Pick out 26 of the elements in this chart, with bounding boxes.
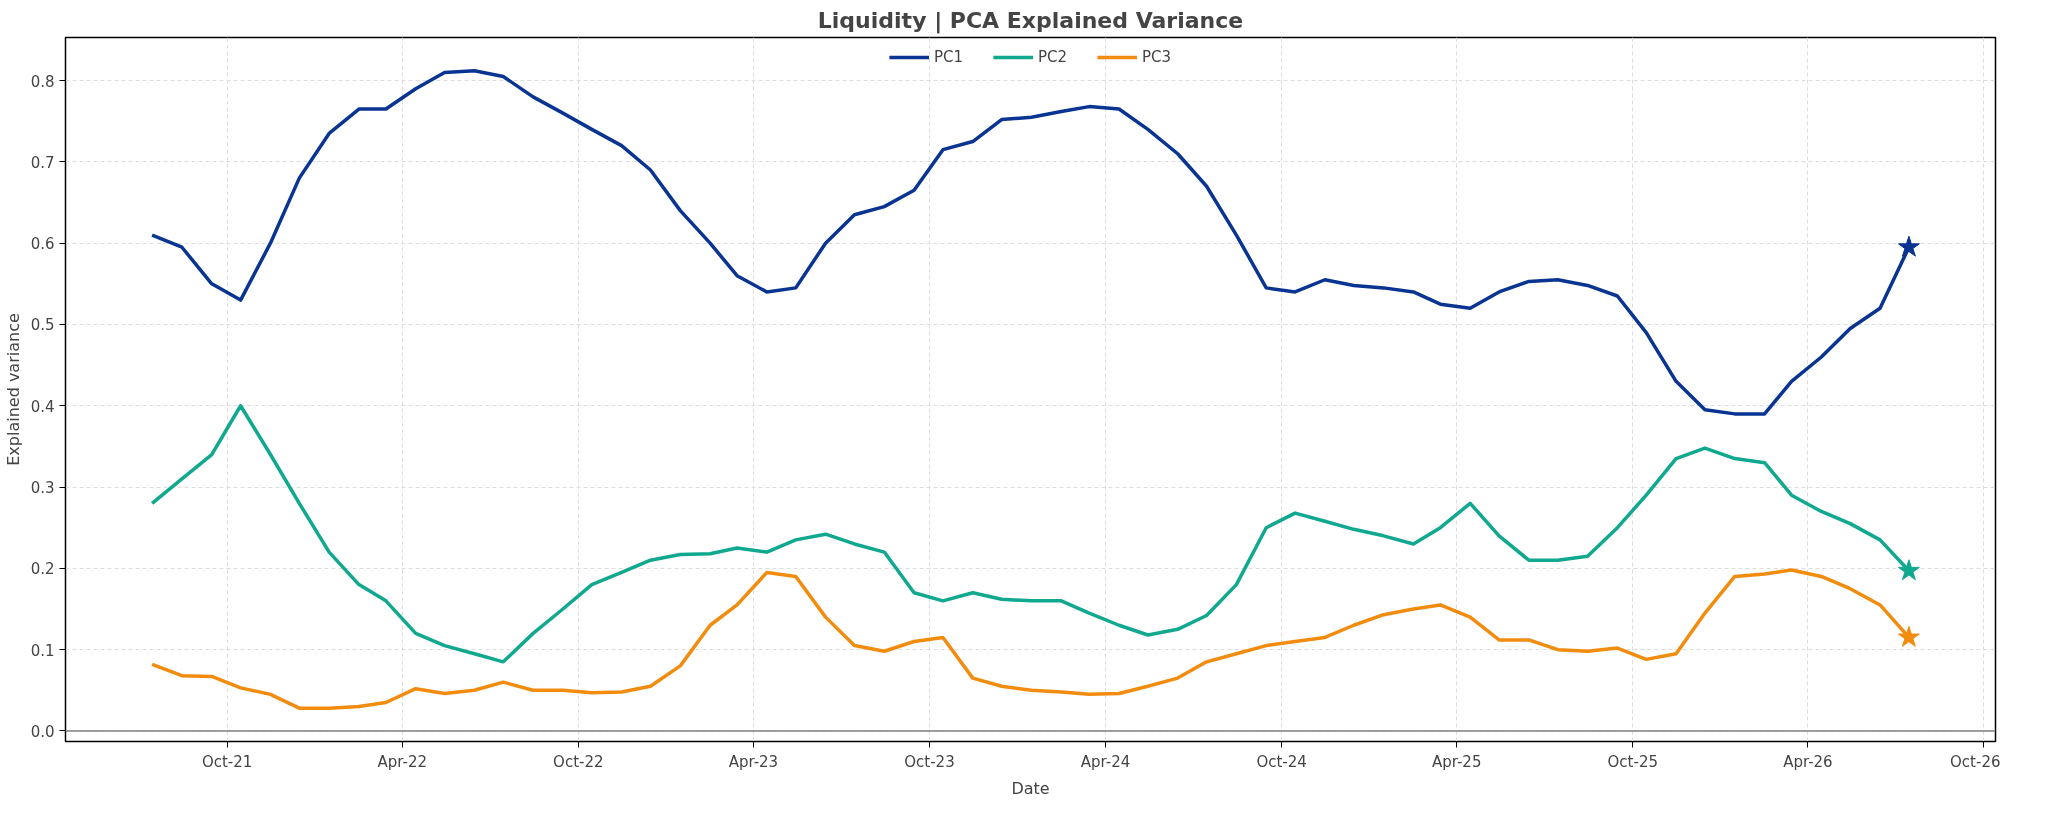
y-tick-label: 0.1 (30, 641, 55, 660)
x-tick-label: Oct-21 (201, 752, 253, 771)
legend-label: PC2 (1037, 48, 1068, 66)
y-tick-label: 0.2 (30, 560, 55, 579)
y-axis-title: Explained variance (3, 313, 23, 466)
legend-label: PC3 (1142, 48, 1172, 66)
x-tick-label: Apr-22 (377, 752, 427, 771)
y-tick-label: 0.5 (30, 316, 55, 335)
chart-title: Liquidity | PCA Explained Variance (817, 7, 1244, 34)
y-tick-label: 0.4 (30, 397, 55, 416)
x-tick-label: Oct-22 (553, 752, 604, 771)
x-tick-label: Oct-26 (1950, 752, 2001, 771)
x-tick-label: Oct-25 (1607, 752, 1658, 771)
x-axis-title: Date (1011, 778, 1050, 798)
x-tick-label: Oct-24 (1256, 752, 1307, 771)
x-tick-label: Oct-23 (904, 752, 955, 771)
x-tick-label: Apr-24 (1080, 752, 1131, 771)
x-tick-label: Apr-26 (1783, 752, 1833, 771)
y-tick-label: 0.6 (30, 235, 55, 254)
legend-label: PC1 (933, 48, 963, 66)
x-tick-label: Apr-25 (1431, 752, 1482, 771)
x-tick-label: Apr-23 (728, 752, 779, 771)
y-tick-label: 0.3 (30, 479, 55, 498)
y-tick-label: 0.0 (30, 722, 55, 741)
y-tick-label: 0.8 (30, 72, 55, 91)
y-tick-label: 0.7 (30, 153, 55, 172)
